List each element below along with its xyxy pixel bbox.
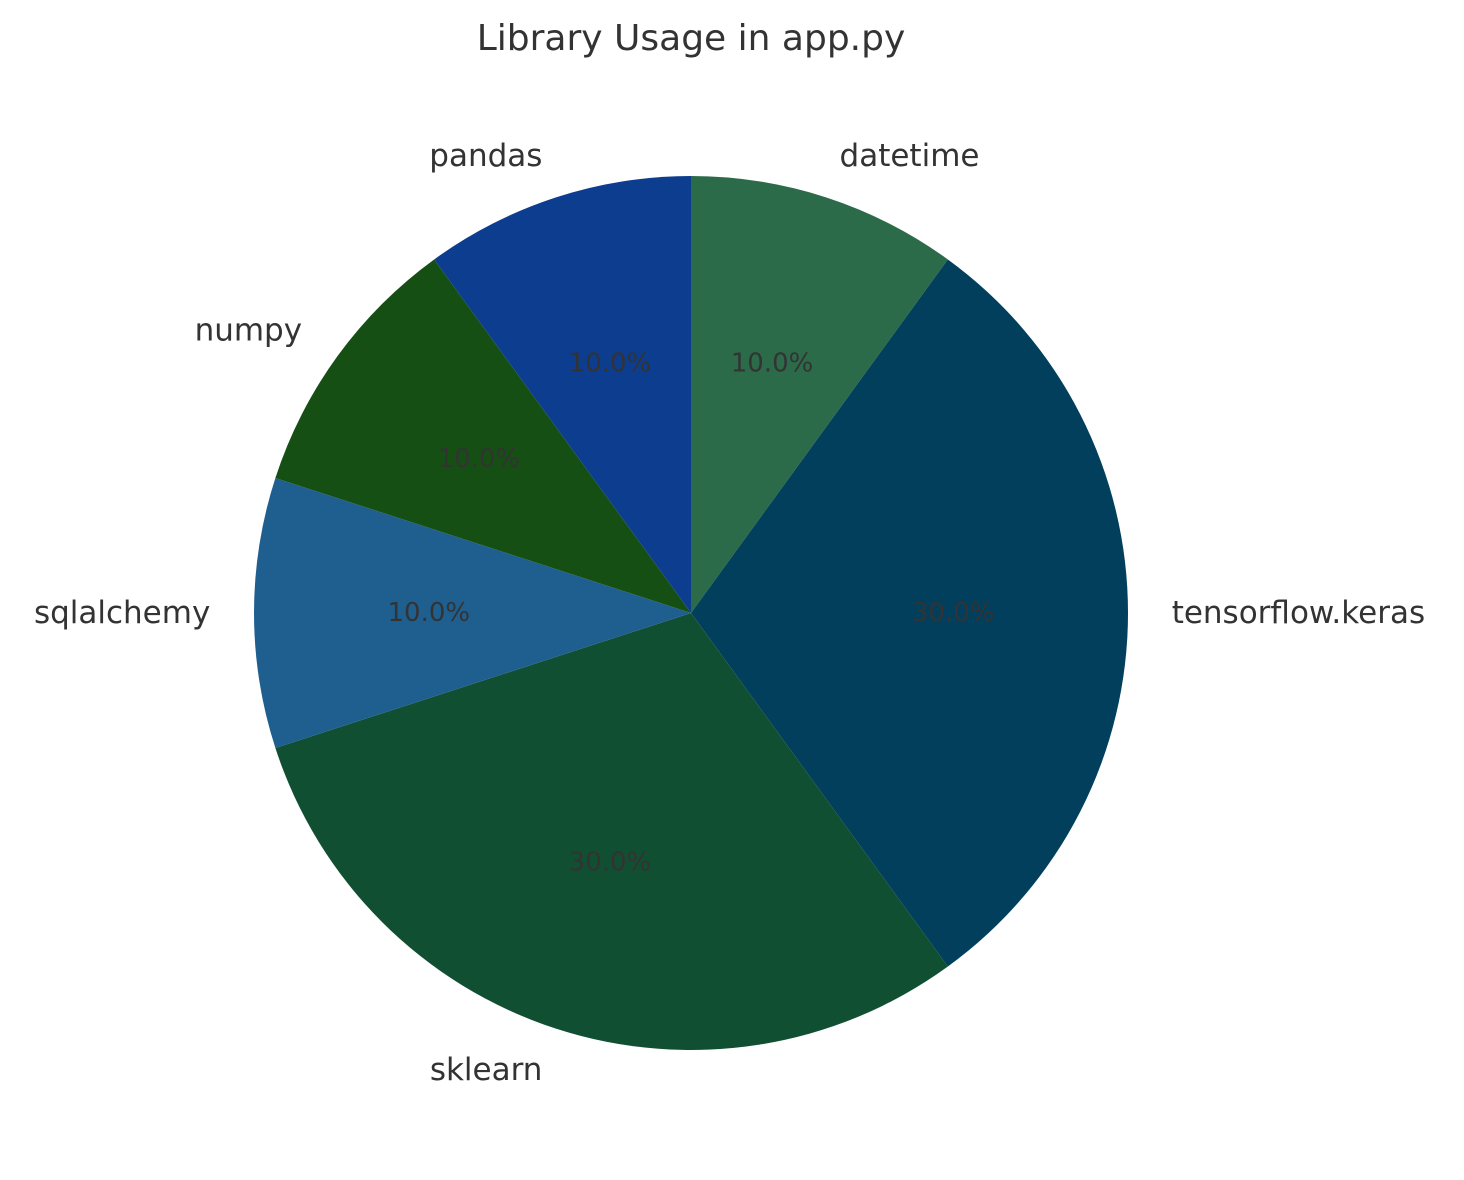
pie-slice-sqlalchemy: [253, 477, 691, 749]
slice-percent-datetime: 10.0%: [731, 349, 814, 379]
slice-label-sqlalchemy: sqlalchemy: [34, 595, 210, 631]
slice-label-tensorflow-keras: tensorflow.keras: [1172, 595, 1425, 631]
pie-slice-datetime: [691, 176, 948, 613]
slice-percent-numpy: 10.0%: [438, 444, 521, 474]
chart-title: Library Usage in app.py: [477, 18, 906, 59]
pie-slices: [253, 176, 1128, 1050]
slice-label-sklearn: sklearn: [430, 1052, 543, 1088]
pie-labels: datetime 10.0% tensorflow.keras 30.0% sklear…: [34, 138, 1425, 1088]
slice-percent-sklearn: 30.0%: [569, 847, 652, 877]
pie-slice-pandas: [434, 176, 691, 613]
pie-slice-tensorflow-keras: [691, 259, 1128, 967]
slice-percent-sqlalchemy: 10.0%: [387, 598, 470, 628]
pie-slice-numpy: [275, 259, 691, 613]
slice-label-numpy: numpy: [195, 312, 303, 348]
slice-percent-tensorflow-keras: 30.0%: [912, 598, 995, 628]
slice-label-pandas: pandas: [429, 138, 542, 174]
pie-slice-sklearn: [275, 613, 948, 1050]
slice-percent-pandas: 10.0%: [569, 349, 652, 379]
slice-label-datetime: datetime: [840, 138, 980, 174]
